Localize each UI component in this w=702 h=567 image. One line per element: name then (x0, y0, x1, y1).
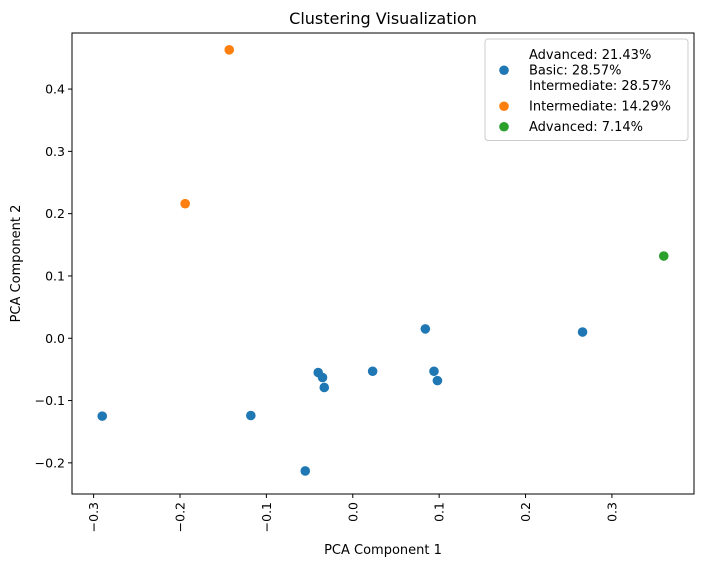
x-tick-label: −0.3 (86, 502, 101, 532)
legend: Advanced: 21.43% Basic: 28.57% Intermediat… (484, 38, 689, 141)
scatter-point (300, 466, 311, 476)
scatter-point (429, 366, 439, 377)
y-tick-label: 0.3 (45, 144, 65, 159)
x-axis-label: PCA Component 1 (324, 543, 442, 558)
scatter-point (658, 251, 669, 261)
y-tick-label: −0.1 (35, 393, 65, 408)
x-tick-label: 0.3 (604, 502, 619, 522)
scatter-point (180, 198, 190, 209)
legend-marker (499, 65, 509, 76)
scatter-point (317, 372, 328, 383)
legend-marker (499, 121, 509, 132)
scatter-point (319, 382, 330, 393)
scatter-point (97, 411, 108, 421)
y-tick-label: 0.4 (45, 82, 65, 97)
x-tick-label: 0.1 (432, 502, 447, 522)
legend-box (484, 38, 689, 141)
scatter-point (432, 375, 443, 386)
scatter-point (246, 410, 256, 421)
x-tick-label: −0.1 (259, 502, 274, 532)
x-tick-label: 0.0 (345, 502, 360, 522)
x-tick-label: −0.2 (172, 502, 187, 532)
y-tick-label: −0.2 (35, 455, 65, 470)
y-tick-label: 0.0 (45, 331, 65, 346)
legend-label: Advanced: 7.14% (529, 120, 643, 135)
plot-area (97, 45, 669, 476)
scatter-point (577, 327, 588, 337)
x-tick-label: 0.2 (518, 502, 533, 522)
plot-frame (71, 32, 695, 495)
scatter-point (224, 45, 235, 55)
chart-title: Clustering Visualization (289, 9, 477, 28)
y-tick-label: 0.2 (45, 206, 65, 221)
legend-marker (499, 101, 509, 112)
legend-label: Advanced: 21.43% Basic: 28.57% Intermediat… (529, 48, 671, 94)
y-axis: −0.2 −0.1 0.0 0.1 0.2 0.3 0.4 (35, 82, 72, 470)
y-axis-label: PCA Component 2 (9, 205, 24, 323)
x-axis: −0.3 −0.2 −0.1 0.0 0.1 0.2 0.3 (86, 494, 619, 532)
scatter-point (420, 324, 431, 334)
scatter-point (367, 366, 378, 377)
y-tick-label: 0.1 (45, 268, 65, 283)
legend-label: Intermediate: 14.29% (529, 100, 671, 115)
